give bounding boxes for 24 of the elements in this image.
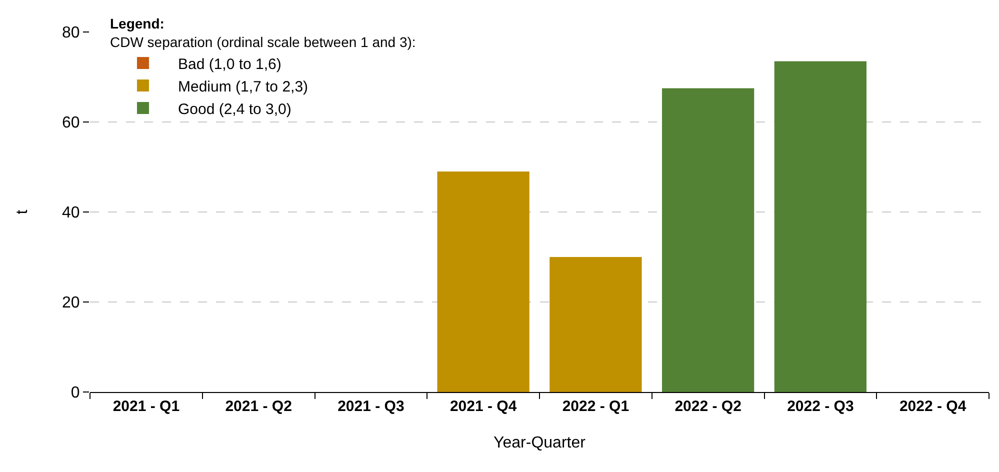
y-tick-label: 60 [62,114,80,132]
bar [662,88,754,392]
bar [437,172,530,392]
y-axis-title: t [14,209,31,214]
y-tick-label: 80 [62,24,80,42]
x-tick-label: 2022 - Q4 [899,398,967,415]
y-tick-label: 20 [62,294,80,312]
y-tick-label: 40 [62,204,80,222]
bar [774,61,867,392]
x-tick-label: 2022 - Q1 [562,398,630,415]
legend-label: Bad (1,0 to 1,6) [178,56,282,73]
x-tick-label: 2022 - Q3 [787,398,854,415]
annotation: CDW separation (ordinal scale between 1 and 3): [110,34,416,50]
legend-title: Legend: [110,16,164,32]
legend-label: Good (2,4 to 3,0) [178,100,292,118]
x-axis-title: Year-Quarter [494,434,586,452]
legend-label: Medium (1,7 to 2,3) [178,78,308,96]
bar [550,257,642,392]
x-tick-label: 2021 - Q4 [450,398,518,415]
x-tick-label: 2022 - Q2 [674,398,742,415]
x-tick-label: 2021 - Q2 [225,398,292,415]
x-tick-label: 2021 - Q3 [338,398,404,415]
y-tick-label: 0 [70,384,80,402]
x-tick-label: 2021 - Q1 [112,398,180,415]
